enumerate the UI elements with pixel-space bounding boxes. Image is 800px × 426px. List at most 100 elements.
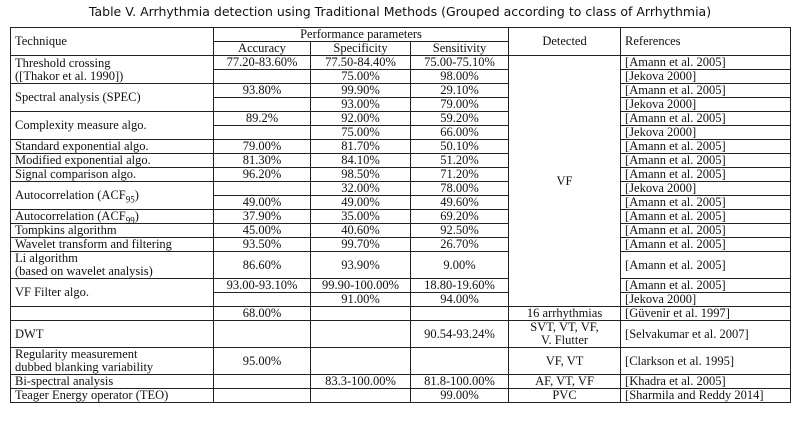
metric-cell: 93.00% [310, 97, 411, 112]
technique-text: ) [134, 188, 139, 202]
metric-cell: 83.3-100.00% [310, 374, 411, 389]
metric-cell: 75.00% [310, 125, 411, 140]
reference-cell: [Amann et al. 2005] [620, 83, 792, 98]
metric-cell: 79.00% [213, 139, 311, 154]
metric-cell: 99.90-100.00% [310, 278, 411, 293]
technique-text: Autocorrelation (ACF [15, 188, 126, 202]
empty-cell [213, 69, 311, 84]
metric-cell: 99.00% [409, 388, 510, 403]
table: Technique Performance parameters Detected R… [10, 27, 792, 403]
table-row: 49.00% 49.00% 49.60% [Amann et al. 2005] [11, 195, 792, 210]
reference-cell: [Güvenir et al. 1997] [620, 306, 792, 321]
column-header: Detected [508, 27, 622, 56]
metric-cell: 93.50% [213, 237, 311, 252]
technique-text: Autocorrelation (ACF [15, 209, 126, 223]
table-row: Bi-spectral analysis 83.3-100.00% 81.8-100… [10, 374, 792, 389]
metric-cell: 77.50-84.40% [310, 55, 411, 70]
metric-cell: 40.60% [310, 223, 411, 238]
reference-cell: [Amann et al. 2005] [620, 55, 792, 70]
detected-cell: VF, VT [508, 347, 622, 375]
empty-cell [310, 306, 411, 321]
table-row: Standard exponential algo. 79.00% 81.70% 50… [10, 139, 792, 154]
metric-cell: 98.00% [409, 69, 510, 84]
metric-cell: 86.60% [213, 251, 311, 279]
table-row: Spectral analysis (SPEC) 93.80% 99.90% 29.1… [10, 83, 792, 112]
metric-cell: 49.60% [409, 195, 510, 210]
empty-cell [10, 306, 214, 321]
reference-cell: [Amann et al. 2005] [620, 237, 792, 252]
metric-cell: 93.00-93.10% [213, 278, 311, 293]
metric-cell: 81.70% [310, 139, 411, 154]
technique-cell: Wavelet transform and filtering [10, 237, 214, 252]
metric-cell: 79.00% [409, 97, 510, 112]
reference-cell: [Jekova 2000] [620, 125, 792, 140]
metric-cell: 29.10% [409, 83, 510, 98]
detected-cell: AF, VT, VF [508, 374, 622, 389]
table-title: Table V. Arrhythmia detection using Trad… [88, 4, 712, 19]
reference-cell: [Amann et al. 2005] [620, 223, 792, 238]
metric-cell: 75.00% [310, 69, 411, 84]
table-row: 91.00% 94.00% [Jekova 2000] [11, 292, 792, 307]
technique-subscript: 99 [125, 215, 135, 226]
metric-cell: 50.10% [409, 139, 510, 154]
metric-cell: 96.20% [213, 167, 311, 182]
metric-cell: 91.00% [310, 292, 411, 307]
metric-cell: 81.8-100.00% [409, 374, 510, 389]
reference-cell: [Amann et al. 2005] [620, 251, 792, 279]
technique-cell: Signal comparison algo. [10, 167, 214, 182]
metric-cell: 93.90% [310, 251, 411, 279]
table-row: Autocorrelation (ACF99) 37.90% 35.00% 69.20… [10, 209, 792, 226]
table-row: Autocorrelation (ACF95) 32.00% 78.00% [Jeko… [10, 181, 792, 210]
column-header: Sensitivity [409, 41, 510, 56]
empty-cell [409, 347, 510, 375]
table-row: 75.00% 98.00% [Jekova 2000] [11, 69, 792, 84]
detected-cell: VF [508, 55, 622, 307]
technique-text: ) [134, 209, 139, 223]
metric-cell: 59.20% [409, 111, 510, 126]
metric-cell: 45.00% [213, 223, 311, 238]
metric-cell: 75.00-75.10% [409, 55, 510, 70]
metric-cell: 94.00% [409, 292, 510, 307]
metric-cell: 78.00% [409, 181, 510, 196]
reference-cell: [Jekova 2000] [620, 292, 792, 307]
metric-cell: 98.50% [310, 167, 411, 182]
empty-cell [213, 292, 311, 307]
metric-cell: 81.30% [213, 153, 311, 168]
table-row: Complexity measure algo. 89.2% 92.00% 59.20… [10, 111, 792, 140]
metric-cell: 66.00% [409, 125, 510, 140]
metric-cell: 49.00% [310, 195, 411, 210]
metric-cell: 69.20% [409, 209, 510, 224]
reference-cell: [Amann et al. 2005] [620, 111, 792, 126]
metric-cell: 99.70% [310, 237, 411, 252]
technique-cell: Teager Energy operator (TEO) [10, 388, 214, 403]
metric-cell: 9.00% [409, 251, 510, 279]
reference-cell: [Jekova 2000] [620, 181, 792, 196]
empty-cell [310, 320, 411, 348]
detected-cell: 16 arrhythmias [508, 306, 622, 321]
empty-cell [213, 181, 311, 196]
reference-cell: [Amann et al. 2005] [620, 278, 792, 293]
reference-cell: [Amann et al. 2005] [620, 153, 792, 168]
table-row: Modified exponential algo. 81.30% 84.10% 51… [10, 153, 792, 168]
table-row: Threshold crossing ([Thakor et al. 1990]… [10, 55, 792, 307]
empty-cell [409, 306, 510, 321]
metric-cell: 37.90% [213, 209, 311, 224]
metric-cell: 26.70% [409, 237, 510, 252]
technique-cell: Autocorrelation (ACF99) [10, 209, 214, 226]
table-row: Tompkins algorithm 45.00% 40.60% 92.50% [Ama… [10, 223, 792, 238]
empty-cell [310, 388, 411, 403]
reference-cell: [Amann et al. 2005] [620, 195, 792, 210]
detected-cell: SVT, VT, VF, V. Flutter [508, 320, 622, 348]
metric-cell: 49.00% [213, 195, 311, 210]
reference-cell: [Selvakumar et al. 2007] [620, 320, 792, 348]
table-header: Technique Performance parameters Detected R… [10, 27, 792, 56]
column-header: Accuracy [213, 41, 311, 56]
technique-cell: Bi-spectral analysis [10, 374, 214, 389]
reference-cell: [Amann et al. 2005] [620, 167, 792, 182]
technique-cell: VF Filter algo. [10, 278, 214, 307]
empty-cell [213, 374, 311, 389]
technique-cell: DWT [10, 320, 214, 348]
metric-cell: 99.90% [310, 83, 411, 98]
metric-cell: 18.80-19.60% [409, 278, 510, 293]
